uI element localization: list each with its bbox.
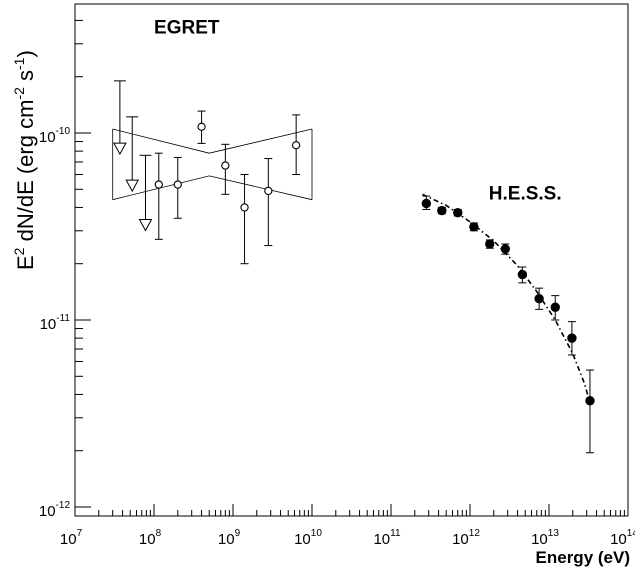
x-tick-label: 1010: [294, 528, 322, 548]
hess-point: [517, 269, 528, 280]
error-bars: [113, 80, 594, 454]
x-tick-label: 1011: [373, 528, 401, 548]
hess-fit-curve: [422, 193, 591, 404]
hess-point: [453, 207, 463, 218]
hess-point: [550, 302, 560, 312]
y-tick-label: 10-10: [39, 126, 71, 146]
x-tick-labels: 107 108 109 1010 1011 1012 1013 1014: [60, 528, 635, 548]
annotations: EGRET H.E.S.S.: [154, 18, 562, 205]
data-markers: [113, 122, 595, 406]
hess-point: [469, 222, 479, 232]
minor-ticks: [75, 19, 625, 516]
hess-fit: [422, 193, 591, 404]
y-tick-label: 10-11: [40, 313, 71, 333]
egret-point: [221, 161, 230, 170]
hess-point: [534, 293, 544, 304]
x-tick-label: 1014: [610, 528, 635, 548]
x-tick-label: 107: [60, 528, 83, 548]
hess-point: [567, 333, 577, 343]
upper-limit-marker: [138, 219, 153, 232]
upper-limit-marker: [113, 142, 127, 156]
hess-point: [585, 396, 595, 406]
egret-point: [154, 180, 163, 189]
hess-point: [437, 205, 447, 216]
egret-point: [173, 180, 182, 189]
major-ticks: [74, 132, 629, 516]
plot-frame: [74, 3, 629, 517]
upper-limit-marker: [125, 179, 140, 193]
x-tick-label: 109: [218, 528, 241, 548]
annotation-label: EGRET: [154, 18, 220, 39]
x-axis-title: Energy (eV): [536, 548, 630, 567]
egret-point: [291, 141, 301, 150]
y-tick-label: 10-12: [39, 500, 71, 520]
hess-point: [421, 198, 432, 209]
x-tick-label: 1013: [531, 528, 559, 548]
bowtie-upper-line: [112, 128, 313, 154]
annotation-label: H.E.S.S.: [489, 184, 562, 205]
y-axis-title: E2 dN/dE (erg cm-2 s-1): [11, 50, 38, 270]
egret-point: [264, 186, 273, 196]
egret-point: [240, 203, 249, 212]
y-tick-labels: 10-12 10-11 10-10: [39, 126, 71, 520]
bowtie-lower-line: [112, 175, 313, 201]
egret-point: [197, 122, 206, 131]
egret-bowtie: [112, 128, 313, 201]
x-tick-label: 108: [139, 528, 162, 548]
hess-point: [500, 244, 511, 254]
x-tick-label: 1012: [452, 528, 480, 548]
hess-point: [485, 239, 495, 249]
